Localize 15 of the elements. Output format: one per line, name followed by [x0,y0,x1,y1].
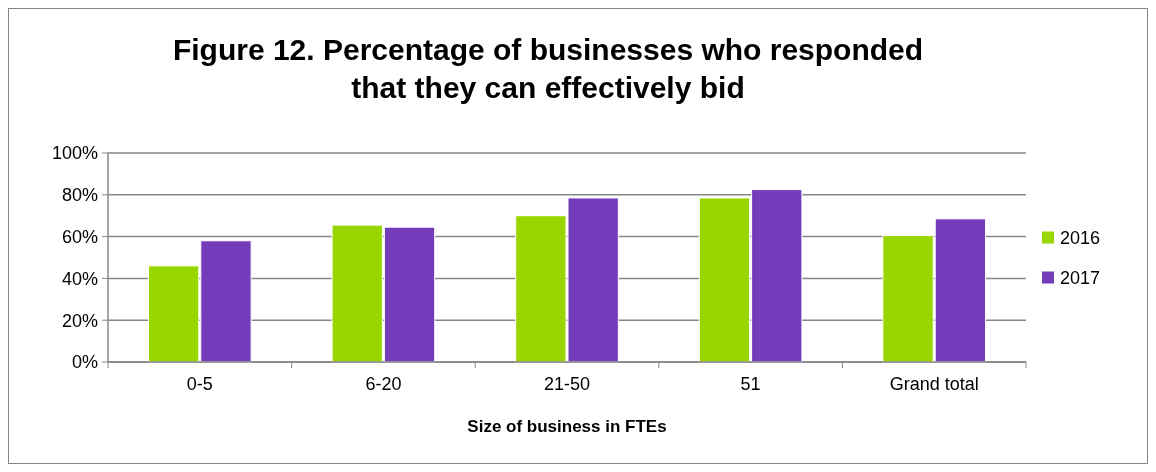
x-tick-label: 51 [740,374,761,394]
legend-label: 2016 [1060,227,1101,248]
x-axis-title: Size of business in FTEs [467,417,667,436]
x-tick-label: Grand total [889,374,979,394]
y-tick-label: 100% [51,143,98,164]
x-tick-label: 0-5 [186,374,213,394]
x-tick-label: 21-50 [543,374,591,394]
legend-label: 2017 [1060,267,1101,288]
x-tick-label: 6-20 [365,374,402,394]
y-tick-label: 60% [61,226,98,247]
y-tick-label: 20% [61,310,98,331]
y-tick-label: 0% [71,352,98,373]
y-tick-label: 80% [61,185,98,206]
chart-title: Figure 12. Percentage of businesses who responded that they can effectively bid [172,33,924,104]
y-tick-label: 40% [61,268,98,289]
